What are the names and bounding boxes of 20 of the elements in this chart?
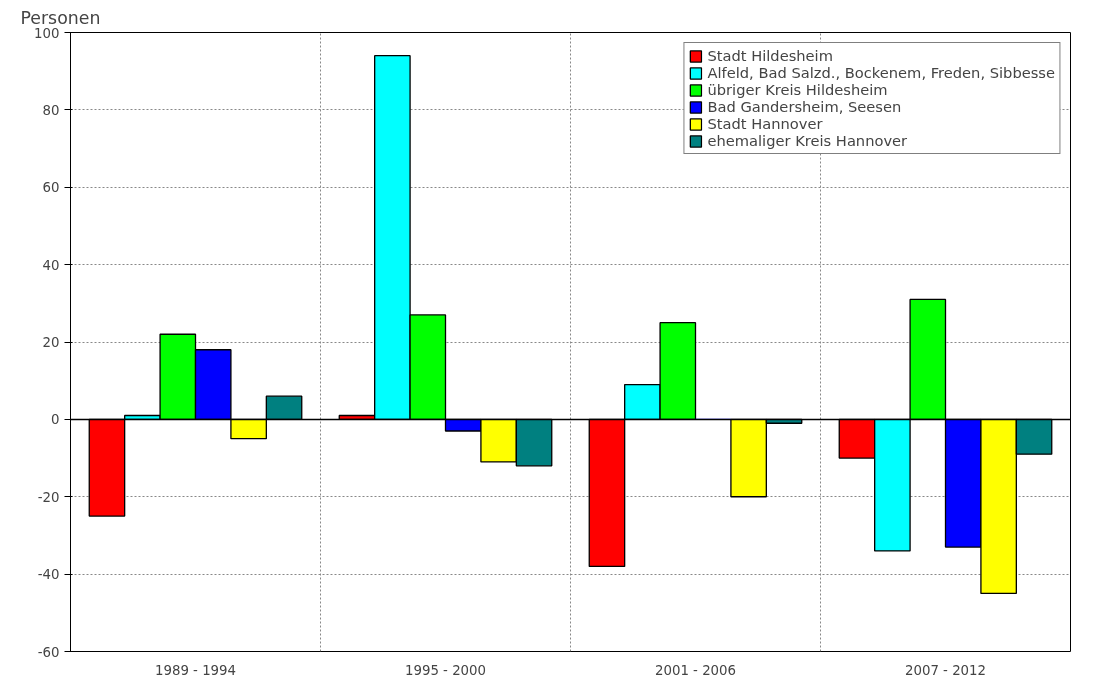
y-tick-label: -40 bbox=[37, 567, 60, 583]
x-tick-label: 1995 - 2000 bbox=[404, 662, 487, 678]
y-tick-label: 20 bbox=[42, 335, 60, 350]
y-tick-label: 0 bbox=[51, 412, 60, 428]
y-axis-title: Personen bbox=[20, 7, 101, 28]
legend-label: ehemaliger Kreis Hannover bbox=[707, 132, 908, 149]
x-tick-label: 1989 - 1994 bbox=[154, 662, 237, 678]
y-tick-label: -20 bbox=[37, 489, 60, 505]
x-tick-label: 2001 - 2006 bbox=[654, 662, 737, 678]
legend-label: Stadt Hildesheim bbox=[707, 47, 833, 64]
legend-label: Alfeld, Bad Salzd., Bockenem, Freden, Sibbesse bbox=[707, 64, 1055, 81]
legend-label: Stadt Hannover bbox=[707, 115, 823, 132]
legend-label: übriger Kreis Hildesheim bbox=[707, 81, 888, 98]
x-tick-label: 2007 - 2012 bbox=[904, 662, 987, 678]
y-tick-label: 100 bbox=[34, 25, 60, 41]
y-tick-label: 40 bbox=[42, 257, 60, 273]
y-tick-label: -60 bbox=[37, 644, 60, 660]
y-tick-label: 60 bbox=[42, 180, 60, 196]
legend-label: Bad Gandersheim, Seesen bbox=[707, 98, 902, 115]
y-tick-label: 80 bbox=[42, 102, 60, 118]
